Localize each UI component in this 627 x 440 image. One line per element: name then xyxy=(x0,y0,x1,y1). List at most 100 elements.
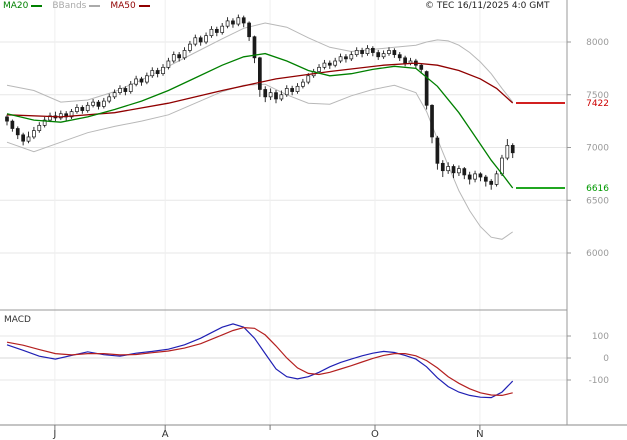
candle-body xyxy=(397,54,402,59)
candle-body xyxy=(80,107,85,111)
candle-body xyxy=(446,166,451,172)
candle-body xyxy=(258,57,262,90)
legend-label-ma50: MA50 xyxy=(110,1,136,11)
macd-axis-tick: 0 xyxy=(603,354,609,364)
ma50-line-swatch-icon xyxy=(138,5,150,7)
candle-body xyxy=(204,35,208,43)
candle-body xyxy=(344,56,348,60)
candle-body xyxy=(478,173,483,178)
candle-body xyxy=(424,71,429,106)
candle-body xyxy=(392,50,397,56)
candle-body xyxy=(123,88,128,92)
bb-lower-line xyxy=(6,83,513,240)
candle-body xyxy=(322,62,327,68)
candle-body xyxy=(370,47,375,53)
candle-body xyxy=(457,168,461,174)
candle-body xyxy=(241,17,246,24)
candle-body xyxy=(435,137,440,164)
legend-item-bbands: BBands xyxy=(52,1,101,11)
candle-body xyxy=(193,37,198,45)
ma20-line xyxy=(6,52,514,189)
candle-body xyxy=(387,50,391,54)
ma50-line xyxy=(6,62,514,118)
ma20-tag-label: 6616 xyxy=(586,184,609,194)
bbands-line-swatch-icon xyxy=(89,5,101,7)
price-axis-tick: 7000 xyxy=(586,144,609,154)
candle-body xyxy=(338,56,343,62)
month-axis-label: O xyxy=(371,429,379,440)
candle-body xyxy=(284,88,289,96)
signal-line xyxy=(6,326,513,397)
macd-axis-tick: 100 xyxy=(592,332,609,342)
legend-label-bbands: BBands xyxy=(52,1,87,11)
candle-body xyxy=(290,88,294,92)
candle-body xyxy=(134,78,138,85)
candle-body xyxy=(333,60,338,66)
candle-body xyxy=(177,54,182,59)
candle-body xyxy=(85,104,90,111)
gridlines xyxy=(0,0,567,425)
panel-borders xyxy=(0,0,627,430)
candle-body xyxy=(161,66,165,74)
candle-body xyxy=(69,111,74,118)
candle-body xyxy=(182,50,187,59)
month-axis-label: N xyxy=(476,429,483,440)
candle-body xyxy=(58,113,63,119)
candle-body xyxy=(263,89,268,98)
candle-body xyxy=(306,75,311,83)
candle-body xyxy=(101,100,106,107)
candle-body xyxy=(112,92,117,98)
candle-body xyxy=(225,20,230,27)
candle-body xyxy=(349,54,354,60)
candle-body xyxy=(489,180,494,185)
candle-body xyxy=(118,88,122,93)
candle-body xyxy=(5,116,9,122)
candle-body xyxy=(236,17,241,25)
month-axis-label: A xyxy=(162,429,169,440)
month-axis-label: J xyxy=(52,429,56,440)
timestamp: © TEC 16/11/2025 4:0 GMT xyxy=(425,1,550,11)
candle-body xyxy=(301,81,305,87)
candle-body xyxy=(214,28,219,33)
candle-body xyxy=(473,173,477,180)
candle-body xyxy=(365,47,370,54)
candle-body xyxy=(166,60,171,68)
candle-body xyxy=(91,101,95,106)
candles xyxy=(5,14,515,190)
legend-item-ma50: MA50 xyxy=(110,1,150,11)
legend-item-ma20: MA20 xyxy=(3,1,43,11)
candle-body xyxy=(360,50,364,54)
candle-body xyxy=(317,66,321,72)
candle-body xyxy=(440,162,445,172)
candle-body xyxy=(75,107,79,112)
candle-body xyxy=(505,145,510,159)
legend-label-ma20: MA20 xyxy=(3,1,29,11)
candle-body xyxy=(403,57,407,64)
candle-body xyxy=(274,92,278,100)
candle-body xyxy=(171,54,176,62)
candle-body xyxy=(430,104,434,138)
candle-body xyxy=(21,134,25,142)
candle-body xyxy=(327,62,332,66)
candle-body xyxy=(279,94,284,100)
chart-legend: MA20 BBands MA50 xyxy=(3,1,150,11)
macd-panel-label: MACD xyxy=(4,315,31,325)
ma20-line-swatch-icon xyxy=(31,5,43,7)
candle-body xyxy=(42,119,47,126)
candle-body xyxy=(295,85,300,92)
candle-body xyxy=(462,168,467,176)
candle-body xyxy=(26,136,31,142)
candle-body xyxy=(494,173,499,185)
candle-body xyxy=(354,50,359,56)
ma50-tag-label: 7422 xyxy=(586,99,609,109)
candle-body xyxy=(107,96,112,102)
candle-body xyxy=(32,130,36,138)
candle-body xyxy=(451,166,456,174)
candle-body xyxy=(376,52,381,58)
candle-body xyxy=(381,53,386,58)
candle-body xyxy=(198,37,203,43)
price-axis-tick: 6500 xyxy=(586,196,609,206)
candle-body xyxy=(145,75,149,83)
candle-body xyxy=(247,22,251,38)
